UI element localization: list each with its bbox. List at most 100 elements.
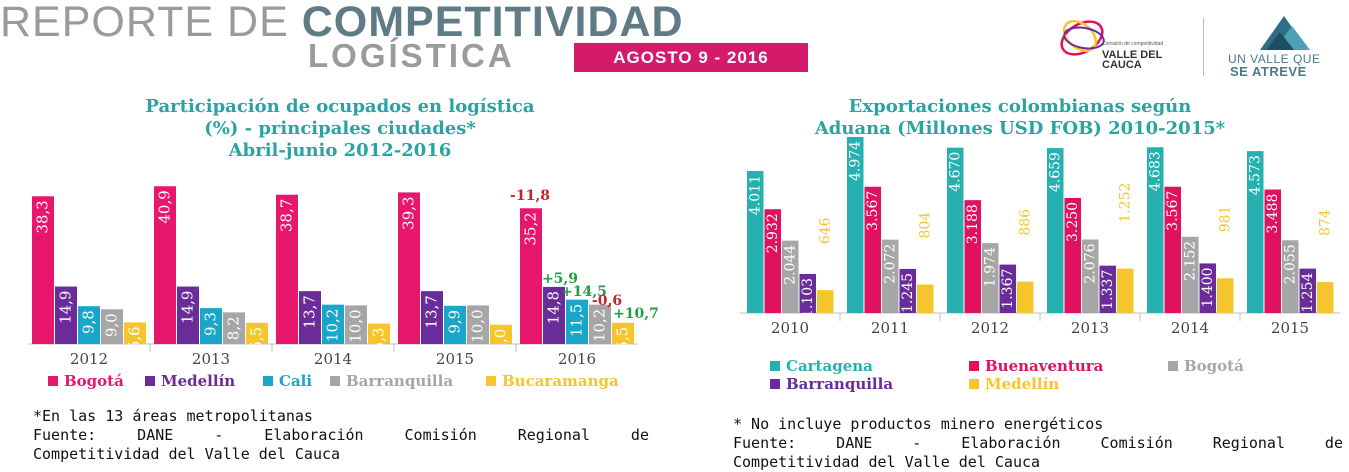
bar-cartagena-2012 xyxy=(947,147,964,313)
valle-logo-line2: CAUCA xyxy=(1102,59,1142,71)
legend-swatch xyxy=(1168,361,1178,371)
change-annotation: -0,6 xyxy=(592,293,622,309)
valle-del-cauca-logo: Comisión de competitividad VALLE DEL CAUC… xyxy=(1052,8,1192,78)
note-line: *En las 13 áreas metropolitanas xyxy=(33,407,313,425)
bar-barranquilla-2012 xyxy=(999,264,1016,313)
bar-bucaramanga-2012 xyxy=(124,322,146,344)
note-source-line: Fuente: DANE - Elaboración Comisión Regi… xyxy=(33,426,649,444)
data-label: 4.974 xyxy=(848,141,864,181)
bar-medellin-2016 xyxy=(543,286,565,344)
data-label: 886 xyxy=(1018,209,1034,236)
valle-logo-line1: VALLE DEL xyxy=(1102,49,1163,61)
bar-bogota-2011 xyxy=(882,239,899,313)
data-label: 4.659 xyxy=(1048,152,1064,192)
bar-cali-2015 xyxy=(444,305,466,344)
data-label: 38,3 xyxy=(34,200,52,233)
right-chart-title-line: Aduana (Millones USD FOB) 2010-2015* xyxy=(814,118,1226,139)
data-label: 1.245 xyxy=(900,273,916,313)
legend-label: Barranquilla xyxy=(786,375,894,393)
bar-bucaramanga-2014 xyxy=(368,323,390,344)
legend-label: Bogotá xyxy=(64,372,124,390)
left-chart-note: *En las 13 áreas metropolitanas Fuente: … xyxy=(33,407,649,464)
data-label: 2.152 xyxy=(1183,241,1199,281)
bar-barranquilla-2014 xyxy=(345,305,367,344)
left-chart-title-line: Participación de ocupados en logística xyxy=(145,96,535,117)
data-label: 4.683 xyxy=(1148,151,1164,191)
legend-item-bogota: Bogotá xyxy=(48,372,124,390)
data-label: 2.076 xyxy=(1083,243,1099,283)
data-label: 1.252 xyxy=(1118,183,1134,223)
legend-swatch xyxy=(486,376,496,386)
data-label: 9,8 xyxy=(80,310,98,334)
data-label: 11,5 xyxy=(568,304,586,337)
data-label: 5,5 xyxy=(614,327,632,351)
bar-medellin-2012 xyxy=(55,286,77,344)
unvalle-logo-line2: SE ATREVE xyxy=(1230,64,1307,79)
data-label: 3.567 xyxy=(865,191,881,231)
data-label: 3.250 xyxy=(1065,202,1081,242)
data-label: 13,7 xyxy=(301,295,319,328)
data-label: 1.367 xyxy=(1000,269,1016,309)
legend-item-medellin-exports: Medellín xyxy=(969,375,1059,393)
data-label: 5,0 xyxy=(492,329,510,353)
data-label: 2.055 xyxy=(1283,244,1299,284)
bar-medellin-2011 xyxy=(917,284,934,313)
data-label: 2.932 xyxy=(765,213,781,253)
right-chart-title-line: Exportaciones colombianas según xyxy=(848,96,1192,117)
bar-barranquilla-2015 xyxy=(1299,268,1316,313)
report-title-light: REPORTE DE xyxy=(0,0,302,46)
bar-medellin-2014 xyxy=(299,291,321,344)
bar-bogota-2015 xyxy=(398,192,420,344)
bar-cartagena-2013 xyxy=(1047,148,1064,313)
legend-swatch xyxy=(770,379,780,389)
x-tick-label: 2015 xyxy=(436,350,474,368)
legend-item-buenaventura: Buenaventura xyxy=(969,357,1103,375)
data-label: 14,9 xyxy=(57,291,75,324)
data-label: 1.400 xyxy=(1200,267,1216,307)
date-badge: AGOSTO 9 - 2016 xyxy=(574,43,808,72)
data-label: 9,3 xyxy=(202,312,220,336)
swirl-logo-icon xyxy=(1060,19,1105,56)
x-tick-label: 2015 xyxy=(1271,319,1309,337)
legend-label: Medellín xyxy=(985,375,1060,393)
legend-label: Buenaventura xyxy=(985,357,1104,375)
legend-swatch xyxy=(969,361,979,371)
legend-swatch xyxy=(145,376,155,386)
legend-item-bucaramanga: Bucaramanga xyxy=(486,372,619,390)
legend-swatch xyxy=(770,361,780,371)
data-label: 646 xyxy=(818,217,834,244)
data-label: 3.188 xyxy=(965,204,981,244)
data-label: 10,0 xyxy=(469,309,487,342)
data-label: 5,6 xyxy=(126,326,144,350)
note-line: Competitividad del Valle del Cauca xyxy=(733,453,1041,471)
data-label: 874 xyxy=(1318,209,1334,236)
data-label: 9,0 xyxy=(103,313,121,337)
legend-item-bogota-exports: Bogotá xyxy=(1168,357,1244,375)
bar-buenaventura-2012 xyxy=(964,200,981,313)
bar-medellin-2010 xyxy=(817,290,834,313)
right-chart-title: Exportaciones colombianas según Aduana (… xyxy=(740,96,1300,140)
data-label: 8,2 xyxy=(225,316,243,340)
bar-bogota-2010 xyxy=(782,240,799,313)
change-annotation: +14,5 xyxy=(561,284,607,300)
bar-barranquilla-2013 xyxy=(223,312,245,344)
bar-cartagena-2010 xyxy=(747,171,764,313)
note-line: Competitividad del Valle del Cauca xyxy=(33,445,341,463)
data-label: 1.974 xyxy=(983,247,999,287)
data-label: 10,2 xyxy=(324,309,342,342)
bar-barranquilla-2010 xyxy=(799,273,816,313)
x-tick-label: 2012 xyxy=(971,319,1009,337)
legend-label: Cartagena xyxy=(786,357,873,375)
legend-swatch xyxy=(969,379,979,389)
bar-buenaventura-2011 xyxy=(864,186,881,313)
data-label: 2.044 xyxy=(783,245,799,285)
bar-cartagena-2014 xyxy=(1147,147,1164,313)
bar-barranquilla-2014 xyxy=(1199,263,1216,313)
bar-buenaventura-2010 xyxy=(764,209,781,313)
x-tick-label: 2012 xyxy=(70,350,108,368)
bar-bogota-2012 xyxy=(982,243,999,313)
data-label: 10,0 xyxy=(347,309,365,342)
data-label: 1.254 xyxy=(1300,273,1316,313)
bar-bucaramanga-2013 xyxy=(246,322,268,344)
bar-cali-2014 xyxy=(322,304,344,344)
